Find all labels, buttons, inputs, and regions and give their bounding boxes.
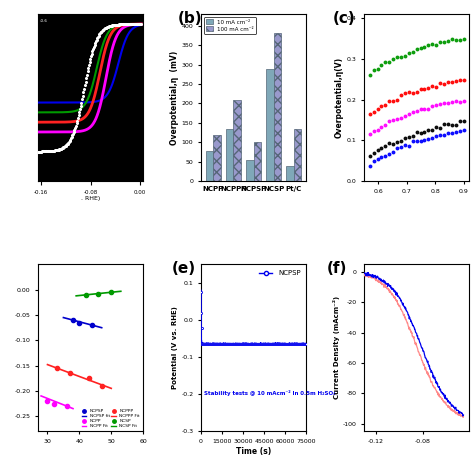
Line: NCSP: NCSP — [83, 290, 113, 297]
NCPP — [45, 398, 50, 404]
Y-axis label: Potential (V vs. RHE): Potential (V vs. RHE) — [173, 307, 178, 389]
NCPSP — [70, 317, 76, 323]
NCPPP — [99, 383, 105, 389]
NCSP — [83, 292, 89, 298]
NCSP — [109, 290, 114, 295]
NCPSP — [89, 322, 95, 328]
NCPPP — [67, 370, 73, 376]
Text: (e): (e) — [172, 261, 196, 276]
Bar — [294, 128, 301, 181]
Bar — [273, 33, 281, 181]
Line: NCSP Fit: NCSP Fit — [76, 292, 121, 296]
Bar — [226, 128, 234, 181]
Line: NCPPP Fit: NCPPP Fit — [47, 365, 111, 388]
NCPSP fit — [99, 325, 105, 330]
Bar — [206, 151, 213, 181]
Line: NCPSP: NCPSP — [71, 318, 94, 327]
NCPPP Fit — [45, 362, 50, 367]
Line: NCPP Fit: NCPP Fit — [41, 396, 73, 409]
X-axis label: . RHE): . RHE) — [81, 197, 100, 201]
NCPP Fit — [70, 406, 76, 411]
NCSP — [96, 291, 101, 297]
NCPPP Fit — [109, 385, 114, 391]
Legend: NCPSP, NCPSP fit, NCPP, NCPP Fit, NCPPP, NCPPP Fit, NCSP, NCSP Fit: NCPSP, NCPSP fit, NCPP, NCPP Fit, NCPPP,… — [81, 408, 141, 429]
Line: NCPSP fit: NCPSP fit — [64, 318, 102, 328]
Line: NCPPP: NCPPP — [55, 366, 104, 388]
NCSP Fit — [73, 293, 79, 299]
Y-axis label: Current Density (mAcm⁻²): Current Density (mAcm⁻²) — [333, 296, 340, 400]
NCPP — [64, 403, 70, 409]
Bar — [213, 135, 221, 181]
Legend: 10 mA cm⁻², 100 mA cm⁻²: 10 mA cm⁻², 100 mA cm⁻² — [204, 17, 256, 34]
NCPSP — [76, 320, 82, 326]
NCSP Fit — [118, 289, 124, 294]
Text: Stability tests @ 10 mAcm⁻² In 0.5m H₂SO₄: Stability tests @ 10 mAcm⁻² In 0.5m H₂SO… — [204, 390, 336, 396]
Y-axis label: Overpotential,η(V): Overpotential,η(V) — [335, 57, 344, 138]
Bar — [286, 165, 294, 181]
Line: NCPP: NCPP — [46, 399, 69, 408]
Y-axis label: Overpotential,η  (mV): Overpotential,η (mV) — [170, 51, 179, 145]
Text: (b): (b) — [178, 11, 202, 26]
Text: -0.6: -0.6 — [40, 19, 48, 23]
NCPP — [51, 401, 57, 406]
Legend: NCPSP: NCPSP — [256, 268, 303, 278]
Bar — [246, 160, 254, 181]
NCPSP fit — [61, 315, 66, 320]
Text: (f): (f) — [327, 261, 347, 276]
NCPPP — [86, 375, 92, 381]
Text: (c): (c) — [332, 11, 355, 26]
Bar — [254, 142, 261, 181]
NCPP Fit — [38, 393, 44, 399]
NCPPP — [54, 365, 60, 371]
X-axis label: Time (s): Time (s) — [236, 447, 271, 456]
Bar — [234, 100, 241, 181]
Bar — [266, 69, 273, 181]
